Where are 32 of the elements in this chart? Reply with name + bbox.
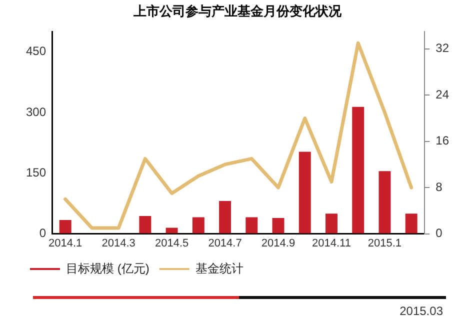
bar: [326, 214, 338, 234]
bar: [405, 214, 418, 234]
x-tick-label: 2015.1: [368, 237, 402, 250]
text: 2015.03: [400, 304, 443, 318]
x-tick-label: 2014.5: [154, 237, 189, 250]
y-tick-label: 0: [39, 226, 46, 240]
y2-tick-label: 32: [436, 41, 450, 56]
y-tick-label: 300: [26, 104, 46, 119]
y2-tick-label: 8: [436, 180, 443, 194]
bar: [352, 106, 364, 234]
y2-tick-label: 24: [436, 87, 450, 102]
y-tick-label: 450: [26, 44, 46, 58]
x-tick-label: 2014.3: [102, 237, 136, 250]
bar: [246, 217, 258, 234]
legend-label: 基金统计: [195, 261, 244, 276]
x-tick-label: 2014.11: [312, 237, 351, 250]
bar: [378, 171, 391, 234]
chart-title: 上市公司参与产业基金月份变化状况: [132, 3, 342, 18]
bar: [272, 218, 284, 234]
bar: [192, 217, 204, 234]
x-tick-label: 2014.9: [261, 237, 296, 250]
bar: [298, 152, 311, 234]
bar: [166, 228, 178, 234]
y-tick-label: 150: [26, 165, 46, 180]
bar: [139, 216, 152, 234]
bar: [59, 220, 72, 234]
y2-tick-label: 16: [436, 134, 450, 148]
y2-tick-label: 0: [436, 226, 443, 240]
x-tick-label: 2014.7: [208, 237, 242, 250]
bar: [219, 201, 232, 234]
x-tick-label: 2014.1: [48, 237, 82, 250]
legend-label: 目标规模 (亿元): [66, 261, 150, 276]
